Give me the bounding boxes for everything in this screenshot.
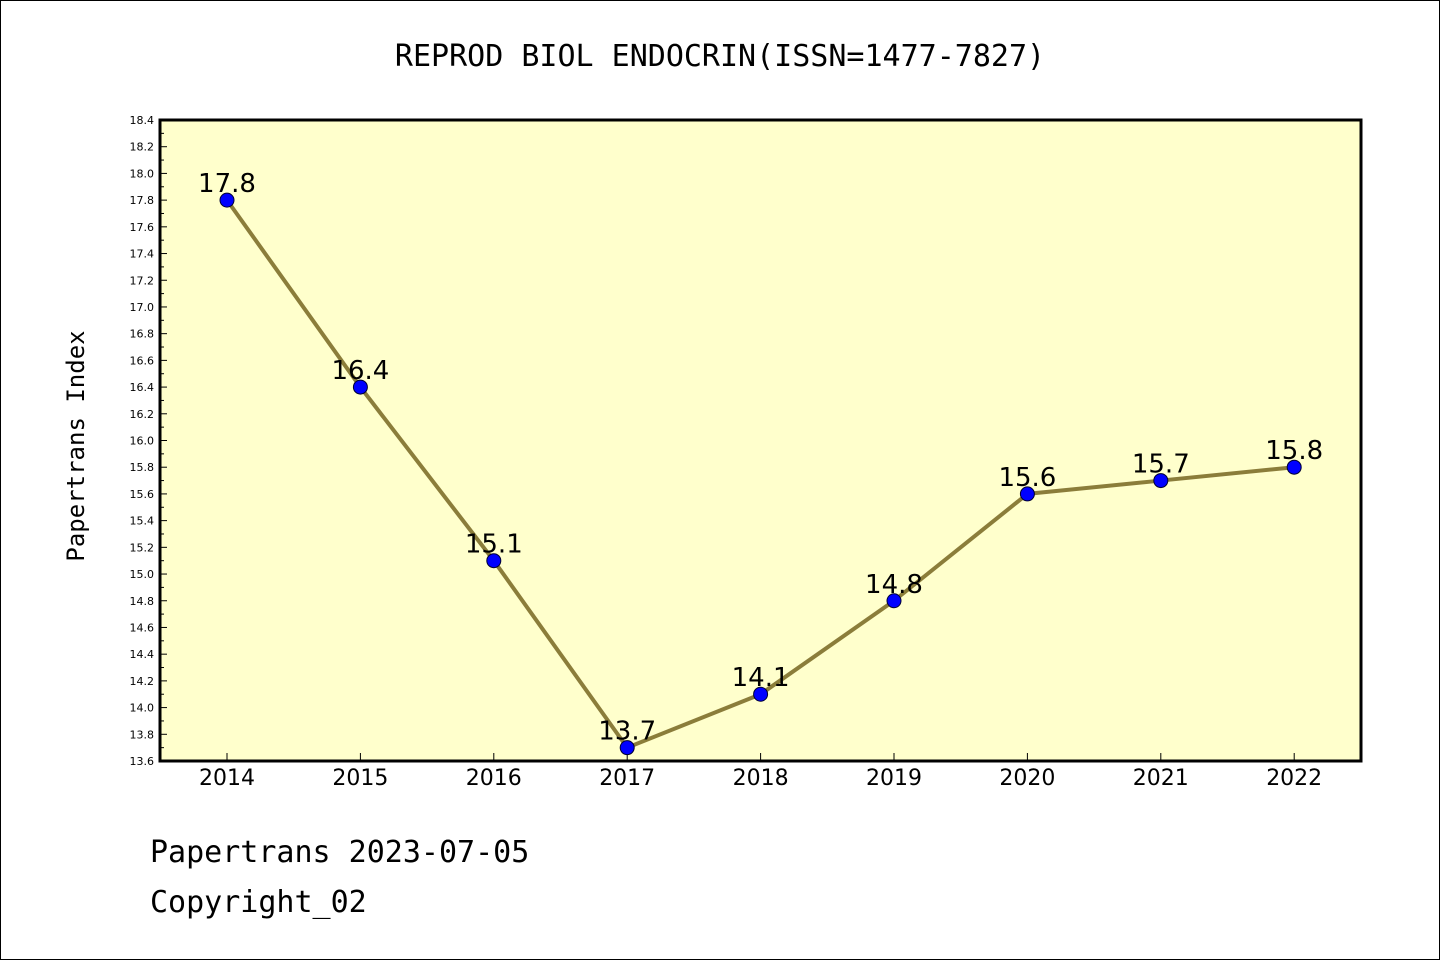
x-tick-label: 2017 — [599, 766, 655, 791]
y-tick-label: 16.0 — [130, 435, 155, 448]
x-tick-label: 2020 — [999, 766, 1055, 791]
y-tick-label: 18.0 — [130, 167, 155, 180]
footer-date: Papertrans 2023-07-05 — [150, 835, 530, 870]
y-axis: 13.6 13.8 14.0 14.2 14.4 14.6 14.8 15.0 15.2 15.4… — [130, 114, 167, 768]
y-tick-label: 14.2 — [130, 675, 155, 688]
data-label: 16.4 — [331, 356, 389, 386]
x-axis: 2014 2015 2016 2017 2018 2019 2020 2021 2022 — [199, 753, 1322, 791]
data-point — [352, 379, 368, 395]
x-tick-label: 2014 — [199, 766, 255, 791]
y-tick-label: 15.8 — [130, 461, 155, 474]
y-tick-label: 14.8 — [130, 595, 155, 608]
x-tick-label: 2015 — [332, 766, 388, 791]
y-tick-label: 17.4 — [130, 248, 155, 261]
data-point — [886, 593, 902, 609]
data-label: 14.1 — [732, 663, 790, 693]
series-layer — [219, 192, 1302, 756]
y-tick-label: 17.0 — [130, 301, 155, 314]
y-tick-label: 18.4 — [130, 114, 155, 127]
y-tick-label: 16.8 — [130, 328, 155, 341]
y-tick-label: 16.2 — [130, 408, 155, 421]
x-tick-label: 2022 — [1266, 766, 1322, 791]
data-label: 15.6 — [998, 463, 1056, 493]
y-tick-label: 13.6 — [130, 755, 155, 768]
y-tick-label: 14.0 — [130, 702, 155, 715]
y-tick-label: 14.6 — [130, 621, 155, 634]
data-point — [219, 192, 235, 208]
data-label: 17.8 — [198, 169, 256, 199]
y-tick-label: 16.4 — [130, 381, 155, 394]
data-label: 15.7 — [1132, 450, 1190, 480]
x-tick-label: 2018 — [733, 766, 789, 791]
data-label: 15.1 — [465, 530, 523, 560]
y-tick-label: 15.6 — [130, 488, 155, 501]
footer-copyright: Copyright_02 — [150, 885, 367, 920]
data-point — [1286, 459, 1302, 475]
y-tick-label: 16.6 — [130, 354, 155, 367]
data-point — [1019, 486, 1035, 502]
y-tick-label: 18.2 — [130, 141, 155, 154]
y-tick-label: 14.4 — [130, 648, 155, 661]
y-tick-label: 17.2 — [130, 274, 155, 287]
data-label: 13.7 — [598, 717, 656, 747]
y-axis-label: Papertrans Index — [62, 330, 90, 561]
y-tick-label: 17.6 — [130, 221, 155, 234]
y-tick-label: 17.8 — [130, 194, 155, 207]
data-label: 14.8 — [865, 570, 923, 600]
data-point — [486, 553, 502, 569]
plot-area — [158, 118, 1363, 763]
x-tick-label: 2016 — [466, 766, 522, 791]
y-tick-label: 15.4 — [130, 515, 155, 528]
data-point — [753, 686, 769, 702]
data-labels: 17.8 16.4 15.1 13.7 14.1 14.8 15.6 15.7 15.8 — [198, 169, 1323, 747]
chart-title: REPROD BIOL ENDOCRIN(ISSN=1477-7827) — [395, 39, 1045, 74]
y-tick-label: 13.8 — [130, 728, 155, 741]
y-tick-label: 15.0 — [130, 568, 155, 581]
data-point — [1153, 473, 1169, 489]
data-label: 15.8 — [1265, 436, 1323, 466]
data-point — [619, 740, 635, 756]
x-tick-label: 2019 — [866, 766, 922, 791]
y-tick-label: 15.2 — [130, 541, 155, 554]
x-tick-label: 2021 — [1133, 766, 1189, 791]
